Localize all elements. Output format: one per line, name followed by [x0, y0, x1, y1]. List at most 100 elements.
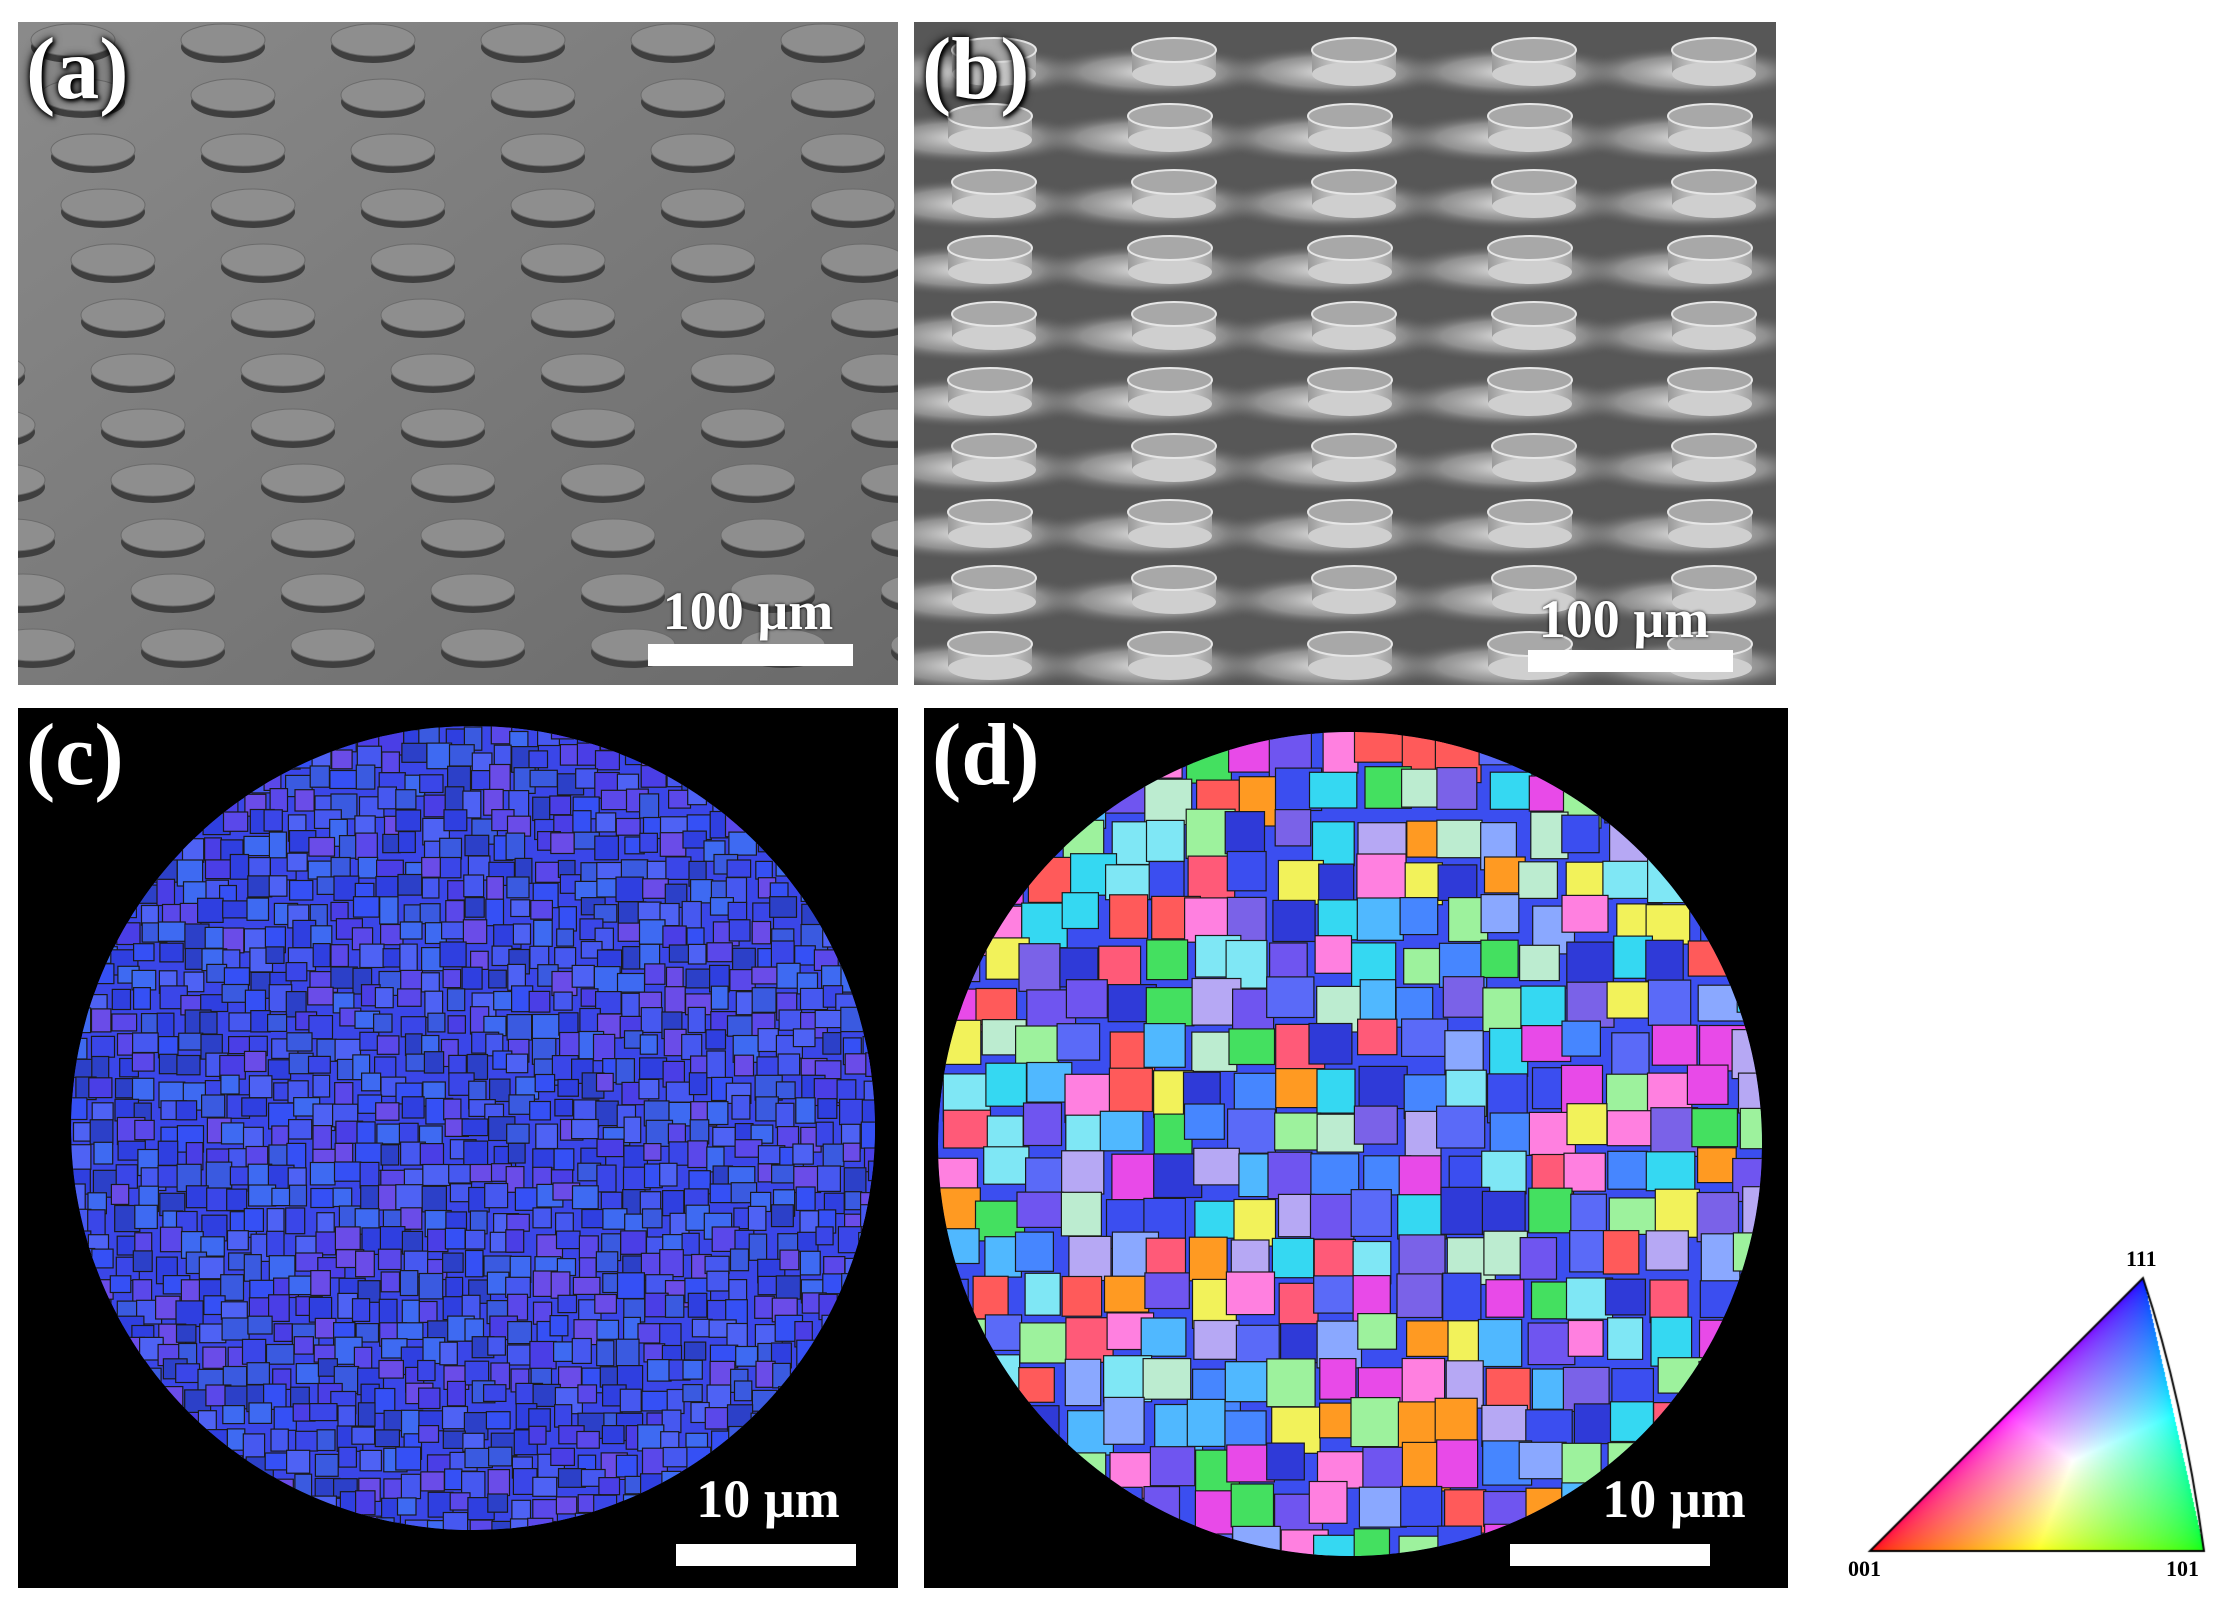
grain [1647, 979, 1692, 1026]
grain [427, 1012, 446, 1033]
grain [158, 1053, 178, 1075]
grain [602, 1208, 628, 1230]
grain [1358, 1486, 1407, 1528]
grain [397, 988, 422, 1007]
grain [220, 1301, 248, 1320]
grain [1489, 771, 1533, 810]
grain [1322, 732, 1359, 774]
grain [246, 897, 270, 921]
grain [444, 1227, 466, 1250]
pillar-top [700, 408, 786, 442]
grain [529, 1100, 552, 1121]
grain [1602, 860, 1652, 900]
pillar-base [952, 62, 1036, 86]
grain [381, 751, 400, 774]
pillar-top [860, 463, 898, 497]
grain [816, 1165, 841, 1192]
grain [620, 1230, 647, 1255]
pillar-top [1307, 631, 1393, 657]
grain [507, 1320, 533, 1345]
grain [131, 1077, 155, 1101]
grain [420, 1471, 445, 1492]
grain [444, 1468, 463, 1491]
pillar-top [1127, 631, 1213, 657]
grain [863, 1147, 875, 1173]
pillar-base [1128, 524, 1212, 548]
pillar-top [1491, 37, 1577, 63]
grain [1225, 1271, 1276, 1316]
pillar-top [550, 408, 636, 442]
grain [441, 1405, 469, 1430]
pillar-base [1488, 392, 1572, 416]
grain [534, 861, 562, 883]
grain [555, 1496, 578, 1515]
grain [338, 1446, 358, 1468]
grain [592, 1033, 616, 1062]
grain [198, 1256, 225, 1280]
grain [681, 900, 702, 930]
pillar-base [1672, 458, 1756, 482]
pillar-top [1667, 103, 1753, 129]
grain [464, 1249, 484, 1278]
grain [1481, 1150, 1527, 1195]
grain [659, 832, 687, 857]
pillar-top [70, 243, 156, 277]
grain [449, 1492, 471, 1511]
grain [1442, 1272, 1482, 1322]
pillar-top [870, 519, 898, 551]
grain [185, 1185, 209, 1209]
scale-bar-label-c: 10 µm [696, 1469, 840, 1529]
grain [529, 1340, 557, 1370]
pillar-top [440, 628, 526, 662]
grain [111, 988, 132, 1011]
grain [156, 1012, 175, 1040]
pillar-top [850, 408, 898, 442]
grain [421, 877, 440, 899]
grain [395, 1446, 422, 1471]
grain [330, 901, 349, 922]
grain [596, 1138, 625, 1158]
grain [600, 1191, 623, 1211]
grain [442, 968, 462, 989]
grain [777, 1053, 801, 1076]
grain [985, 1062, 1028, 1107]
grain [243, 1208, 265, 1233]
grain [483, 1384, 507, 1403]
grain [355, 832, 378, 860]
pillar-base [1672, 194, 1756, 218]
grain [815, 1226, 834, 1246]
grain [556, 928, 575, 947]
grain [646, 860, 668, 881]
grain [641, 1390, 670, 1412]
grain [332, 1187, 353, 1208]
grain [132, 943, 155, 962]
grain [1148, 860, 1185, 900]
grain [616, 1272, 645, 1300]
pillar-top [330, 23, 416, 57]
grain [268, 875, 288, 897]
grain [1183, 1103, 1225, 1140]
ipf-color-key: 111 001 101 [1848, 1248, 2218, 1611]
grain [507, 1142, 526, 1164]
ipf-label-111: 111 [2126, 1246, 2157, 1271]
grain [512, 923, 532, 945]
grain [577, 1384, 598, 1404]
grain [1019, 1322, 1070, 1364]
scale-bar-label-d: 10 µm [1602, 1469, 1746, 1529]
grain [422, 1163, 451, 1187]
grain [1316, 1068, 1356, 1114]
pillar-base [1492, 458, 1576, 482]
pillar-base [1312, 62, 1396, 86]
grain [778, 1009, 803, 1031]
grain [131, 1032, 159, 1054]
grain [571, 1337, 592, 1364]
grain [550, 832, 575, 855]
grain [285, 962, 308, 982]
panel-label-d: (d) [932, 708, 1040, 804]
grain [1645, 1230, 1689, 1271]
grain [594, 1293, 617, 1314]
pillar-top [947, 367, 1033, 393]
grain [532, 1476, 558, 1497]
pillar-base [1488, 128, 1572, 152]
grain [1014, 1231, 1055, 1272]
